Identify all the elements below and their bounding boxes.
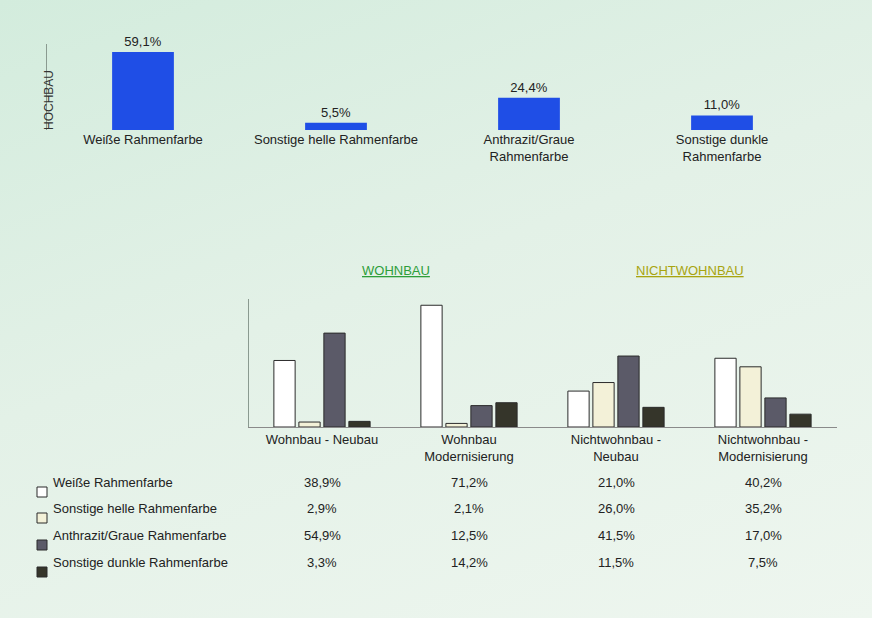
- svg-text:NICHTWOHNBAU: NICHTWOHNBAU: [636, 263, 744, 278]
- svg-text:17,0%: 17,0%: [745, 528, 782, 543]
- svg-text:26,0%: 26,0%: [598, 501, 635, 516]
- svg-text:14,2%: 14,2%: [451, 555, 488, 570]
- svg-text:HOCHBAU: HOCHBAU: [42, 70, 56, 130]
- svg-text:35,2%: 35,2%: [745, 501, 782, 516]
- svg-text:Sonstige dunkle Rahmenfarbe: Sonstige dunkle Rahmenfarbe: [53, 555, 228, 570]
- svg-text:7,5%: 7,5%: [748, 555, 778, 570]
- svg-text:Anthrazit/GraueRahmenfarbe: Anthrazit/GraueRahmenfarbe: [483, 132, 574, 164]
- svg-text:71,2%: 71,2%: [451, 475, 488, 490]
- svg-text:Sonstige helle Rahmenfarbe: Sonstige helle Rahmenfarbe: [254, 132, 418, 147]
- svg-text:Sonstige helle Rahmenfarbe: Sonstige helle Rahmenfarbe: [53, 501, 217, 516]
- svg-text:Nichtwohnbau -Modernisierung: Nichtwohnbau -Modernisierung: [718, 432, 808, 464]
- svg-text:11,5%: 11,5%: [598, 555, 634, 570]
- svg-text:2,9%: 2,9%: [307, 501, 337, 516]
- svg-text:Weiße Rahmenfarbe: Weiße Rahmenfarbe: [83, 132, 203, 147]
- svg-text:21,0%: 21,0%: [598, 475, 635, 490]
- svg-text:Weiße Rahmenfarbe: Weiße Rahmenfarbe: [53, 475, 173, 490]
- svg-text:Anthrazit/Graue Rahmenfarbe: Anthrazit/Graue Rahmenfarbe: [53, 528, 226, 543]
- svg-text:5,5%: 5,5%: [321, 105, 351, 120]
- svg-text:WOHNBAU: WOHNBAU: [362, 263, 430, 278]
- svg-text:12,5%: 12,5%: [451, 528, 488, 543]
- svg-text:41,5%: 41,5%: [598, 528, 635, 543]
- svg-text:54,9%: 54,9%: [304, 528, 341, 543]
- svg-text:3,3%: 3,3%: [307, 555, 337, 570]
- svg-text:24,4%: 24,4%: [510, 80, 547, 95]
- svg-text:Sonstige dunkleRahmenfarbe: Sonstige dunkleRahmenfarbe: [676, 132, 769, 164]
- svg-text:WohnbauModernisierung: WohnbauModernisierung: [424, 432, 514, 464]
- svg-text:40,2%: 40,2%: [745, 475, 782, 490]
- svg-text:Wohnbau - Neubau: Wohnbau - Neubau: [266, 432, 379, 447]
- svg-text:2,1%: 2,1%: [454, 501, 484, 516]
- svg-text:Nichtwohnbau -Neubau: Nichtwohnbau -Neubau: [571, 432, 661, 464]
- svg-text:11,0%: 11,0%: [704, 97, 740, 112]
- svg-text:59,1%: 59,1%: [124, 34, 161, 49]
- svg-text:38,9%: 38,9%: [304, 475, 341, 490]
